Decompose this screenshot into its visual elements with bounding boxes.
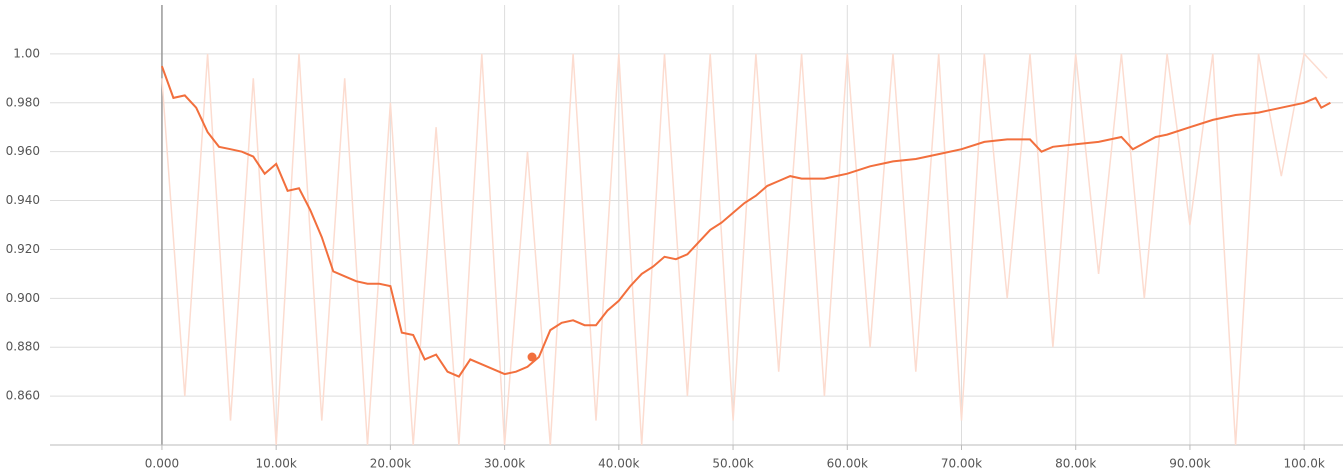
x-tick-label: 80.00k (1055, 457, 1096, 471)
y-tick-label: 0.860 (6, 389, 40, 403)
x-tick-label: 60.00k (827, 457, 868, 471)
y-tick-label: 1.00 (13, 46, 40, 60)
x-tick-label: 0.000 (145, 457, 179, 471)
x-tick-label: 20.00k (370, 457, 411, 471)
y-tick-label: 0.880 (6, 340, 40, 354)
x-tick-label: 70.00k (941, 457, 982, 471)
series-line (160, 65, 1331, 378)
x-tick-label: 30.00k (484, 457, 525, 471)
x-tick-label: 90.00k (1169, 457, 1210, 471)
y-tick-label: 0.960 (6, 144, 40, 158)
y-tick-label: 0.940 (6, 193, 40, 207)
highlight-point (527, 352, 537, 362)
x-tick-label: 50.00k (712, 457, 753, 471)
x-tick-label: 10.00k (256, 457, 297, 471)
x-tick-label: 100.0k (1284, 457, 1325, 471)
x-tick-label: 40.00k (598, 457, 639, 471)
y-tick-label: 0.900 (6, 291, 40, 305)
y-tick-label: 0.920 (6, 242, 40, 256)
series-line (161, 52, 1328, 446)
y-tick-label: 0.980 (6, 95, 40, 109)
